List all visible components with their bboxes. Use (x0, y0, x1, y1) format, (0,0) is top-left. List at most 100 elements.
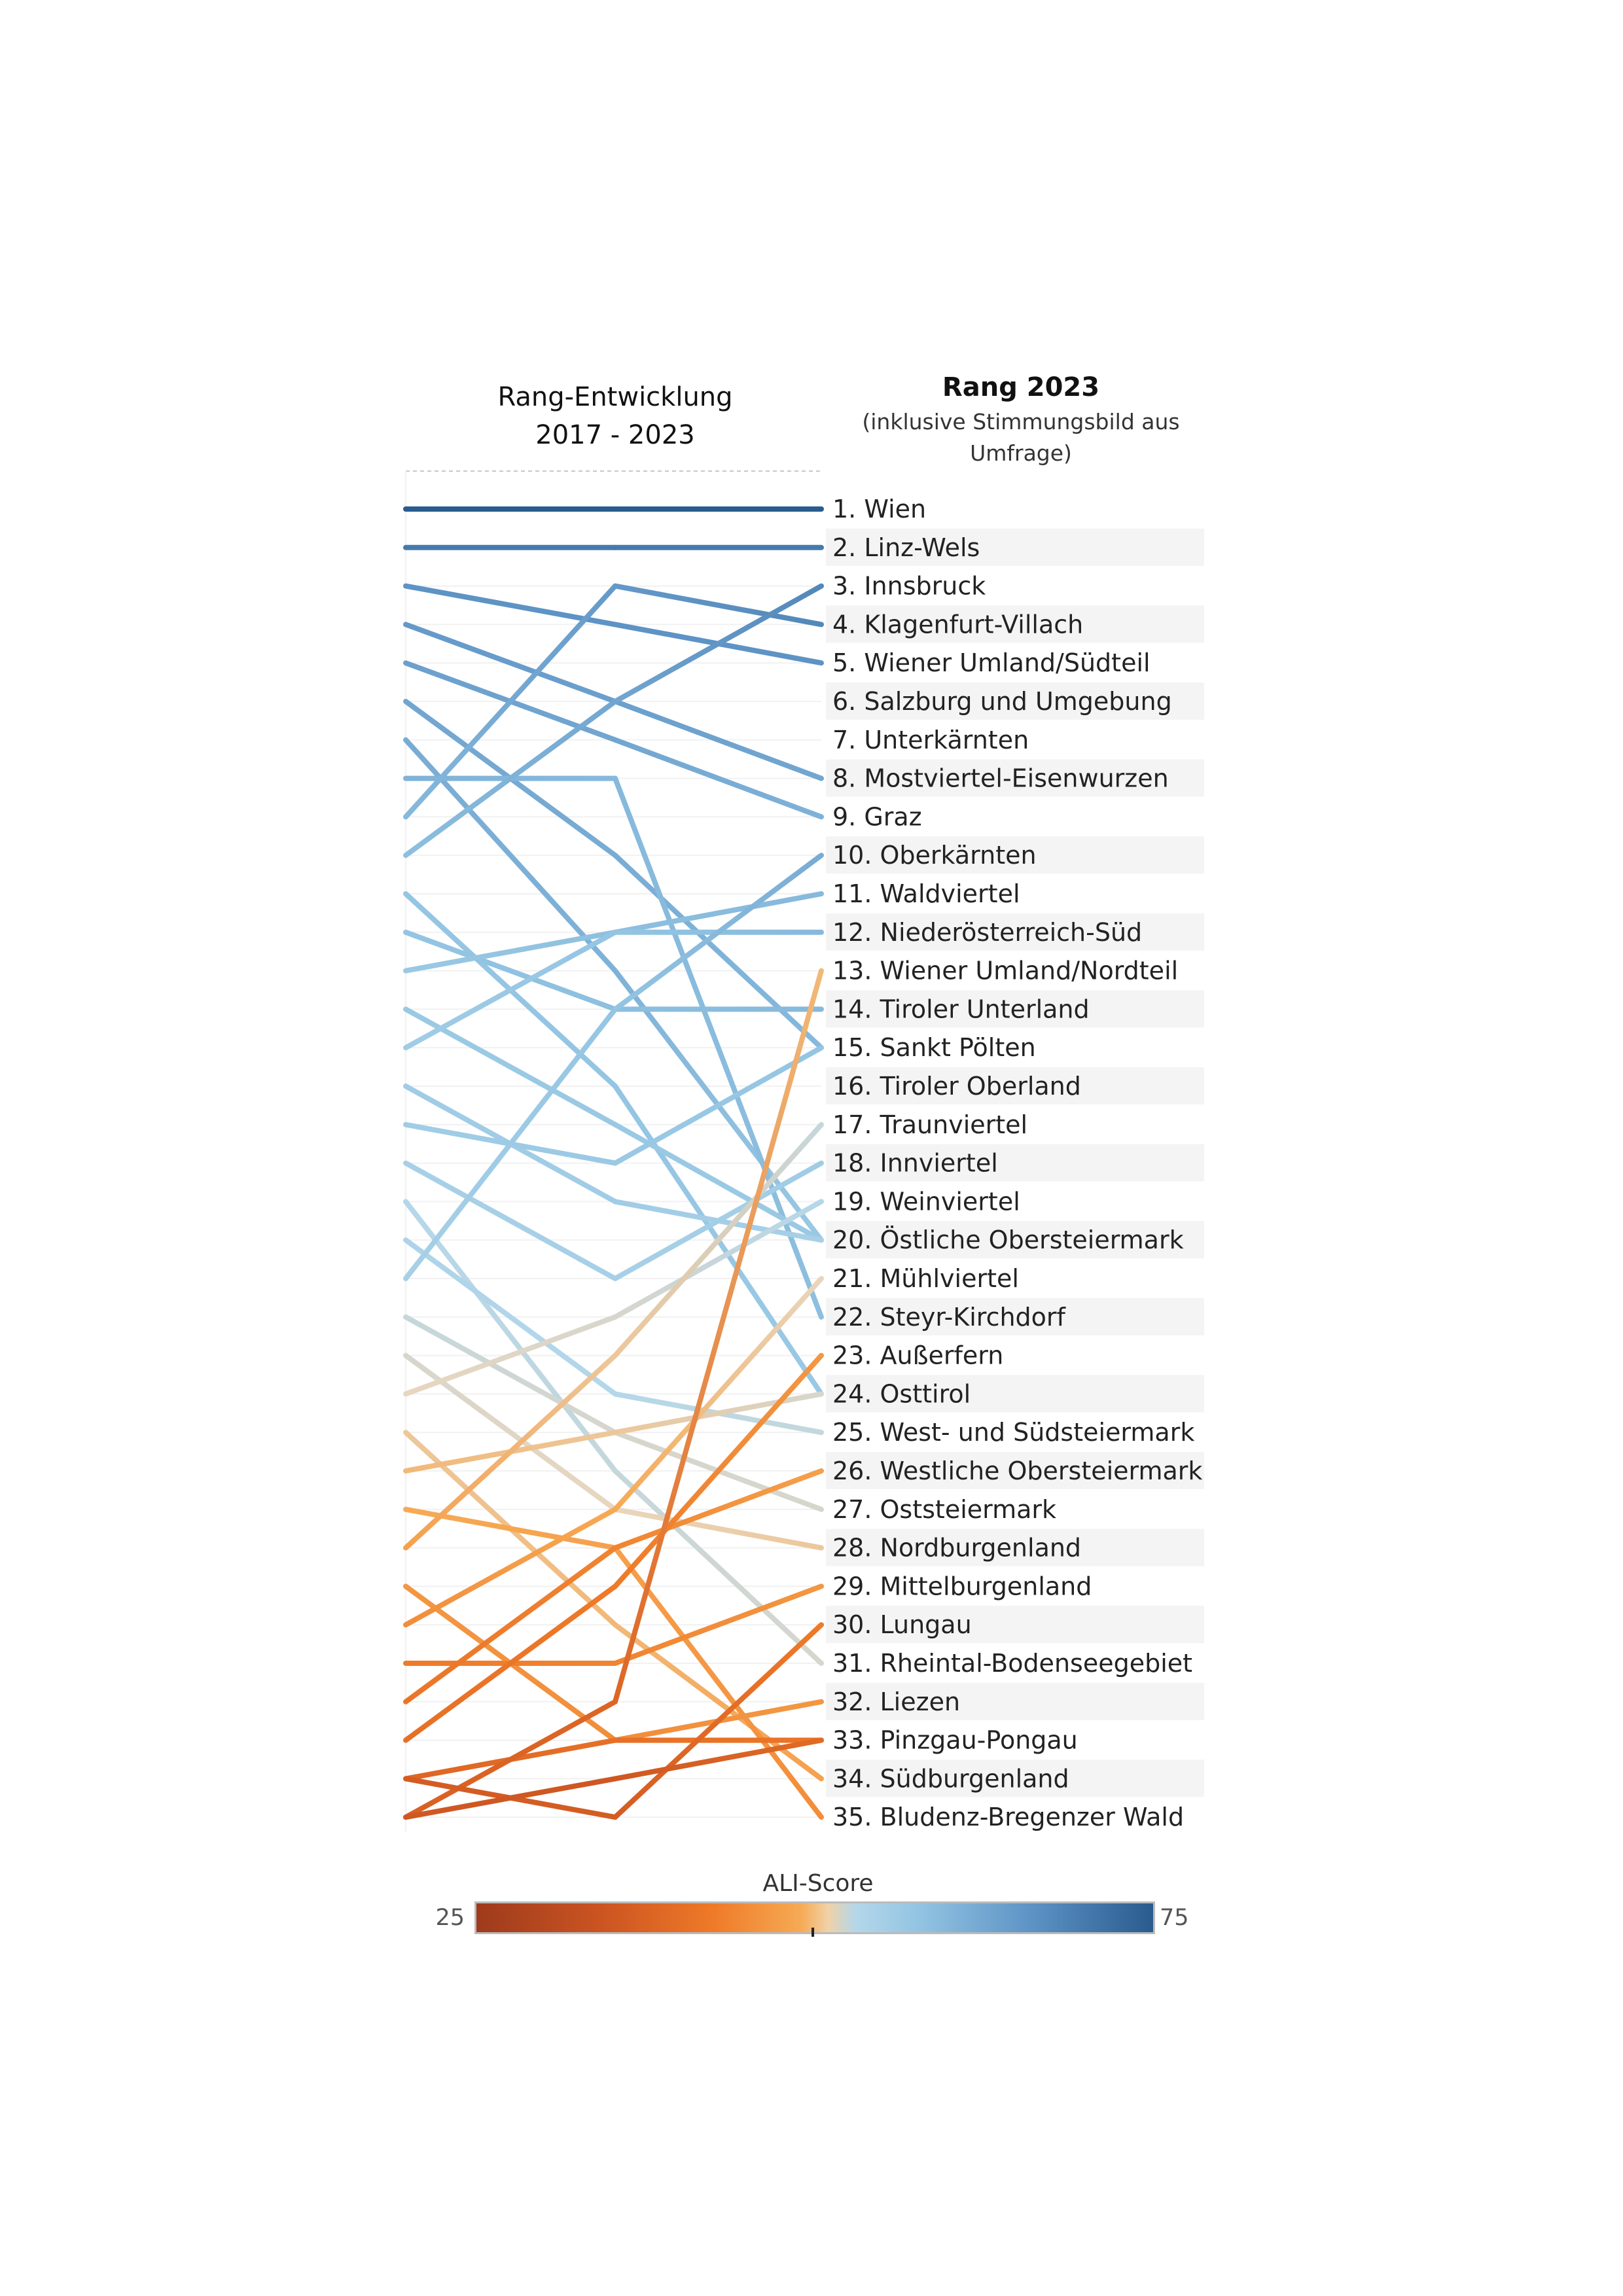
label-row-shade (826, 990, 1204, 1028)
rank-line-segment (613, 583, 824, 704)
rank-line-segment (403, 583, 618, 627)
legend-title: ALI-Score (762, 1870, 874, 1897)
rank-label: 7. Unterkärnten (832, 726, 1029, 754)
rank-label: 6. Salzburg und Umgebung (832, 687, 1172, 716)
rank-line-segment (613, 1622, 824, 1820)
rank-line-segment (613, 1276, 824, 1512)
rank-line-segment (403, 929, 618, 1051)
rank-line-segment (613, 1352, 824, 1589)
rank-line-segment (613, 1506, 824, 1551)
rank-label: 19. Weinviertel (832, 1187, 1020, 1216)
rank-label: 25. West- und Südsteiermark (832, 1418, 1194, 1447)
rank-label: 1. Wien (832, 495, 926, 523)
rank-label: 28. Nordburgenland (832, 1534, 1081, 1563)
left-title-line1: Rang-Entwicklung (497, 382, 733, 412)
rank-line-segment (403, 1314, 618, 1397)
legend-color-bar (474, 1901, 1155, 1934)
rank-line-segment (403, 929, 618, 974)
label-row-shade (826, 1067, 1204, 1104)
rank-label: 4. Klagenfurt-Villach (832, 610, 1083, 639)
label-row-shade (826, 605, 1204, 643)
rank-line-segment (613, 1545, 824, 1820)
rank-line-segment (613, 1468, 824, 1666)
rank-line-segment (403, 1352, 618, 1551)
rank-line-segment (403, 1776, 618, 1820)
rank-line-segment (613, 1468, 824, 1551)
rank-label: 13. Wiener Umland/Nordteil (832, 957, 1178, 985)
rank-line-segment (403, 622, 618, 704)
left-column-title: Rang-Entwicklung 2017 - 2023 (406, 378, 825, 454)
rank-label: 5. Wiener Umland/Südteil (832, 648, 1150, 677)
rank-label: 2. Linz-Wels (832, 533, 980, 562)
rank-label: 22. Steyr-Kirchdorf (832, 1303, 1067, 1332)
rank-line-segment (403, 1199, 618, 1474)
rank-label: 8. Mostviertel-Eisenwurzen (832, 764, 1169, 793)
rank-label: 32. Liezen (832, 1687, 960, 1716)
label-row-shade (826, 1452, 1204, 1489)
rank-line-segment (403, 1583, 618, 1743)
right-column-title: Rang 2023 (inklusive Stimmungsbild aus U… (825, 368, 1217, 469)
rank-line-segment (403, 699, 618, 858)
rank-line-segment (403, 929, 618, 1012)
rank-line-segment (613, 1391, 824, 1436)
rank-labels: 1. Wien 2. Linz-Wels 3. Innsbruck 4. Klagen… (826, 495, 1204, 1831)
right-title-line3: Umfrage) (970, 440, 1072, 466)
rank-label: 14. Tiroler Unterland (832, 995, 1090, 1023)
legend-max-label: 75 (1160, 1905, 1189, 1931)
rank-line-segment (613, 583, 824, 627)
rank-label: 3. Innsbruck (832, 572, 986, 601)
label-row-shade (826, 1375, 1204, 1413)
rank-label: 21. Mühlviertel (832, 1264, 1019, 1293)
label-row-shade (826, 682, 1204, 720)
rank-line-segment (613, 891, 824, 935)
rank-label: 12. Niederösterreich-Süd (832, 918, 1142, 947)
label-row-shade (826, 1606, 1204, 1644)
rank-line-segment (613, 1122, 824, 1358)
label-row-shade (826, 1144, 1204, 1182)
label-row-shade (826, 913, 1204, 951)
rank-line-segment (613, 699, 824, 781)
label-row-shade (826, 1759, 1204, 1797)
label-row-shade (826, 759, 1204, 797)
rank-line-segment (403, 1160, 618, 1281)
right-title-line1: Rang 2023 (942, 372, 1100, 402)
rank-label: 27. Oststeiermark (832, 1495, 1056, 1524)
rank-line-segment (403, 583, 618, 820)
label-row-shade (826, 1528, 1204, 1566)
rank-label: 29. Mittelburgenland (832, 1572, 1092, 1600)
rank-lines (403, 506, 824, 1820)
label-row-shade (826, 836, 1204, 874)
rank-label: 30. Lungau (832, 1610, 972, 1639)
rank-label: 33. Pinzgau-Pongau (832, 1726, 1078, 1755)
rank-line-segment (403, 1006, 618, 1281)
rank-line-segment (403, 1699, 618, 1820)
rank-line-segment (613, 1199, 824, 1320)
label-row-shade (826, 1682, 1204, 1720)
rank-line-segment (613, 1583, 824, 1666)
right-title-line2: (inklusive Stimmungsbild aus (862, 409, 1180, 434)
rank-label: 10. Oberkärnten (832, 841, 1037, 870)
rank-label: 34. Südburgenland (832, 1764, 1069, 1793)
rank-label: 31. Rheintal-Bodenseegebiet (832, 1649, 1192, 1678)
rank-label: 20. Östliche Obersteiermark (832, 1226, 1184, 1254)
rank-label: 18. Innviertel (832, 1149, 998, 1178)
rank-line-segment (613, 968, 824, 1704)
rank-label: 35. Bludenz-Bregenzer Wald (832, 1803, 1184, 1831)
rank-line-segment (613, 775, 824, 1320)
rank-line-segment (403, 1314, 618, 1436)
rank-label: 17. Traunviertel (832, 1110, 1027, 1139)
rank-line-segment (403, 1237, 618, 1397)
rank-line-segment (613, 1160, 824, 1281)
label-row-shade (826, 1298, 1204, 1335)
rank-line-segment (613, 737, 824, 820)
left-title-line2: 2017 - 2023 (535, 420, 695, 450)
rank-label: 15. Sankt Pölten (832, 1033, 1036, 1062)
label-row-shade (826, 528, 1204, 566)
rank-line-segment (403, 1506, 618, 1628)
legend-midpoint-tick (812, 1928, 814, 1937)
rank-line-segment (613, 1737, 824, 1782)
label-row-shade (826, 1221, 1204, 1259)
rank-line-segment (613, 853, 824, 1051)
rank-label: 24. Osttirol (832, 1379, 971, 1408)
